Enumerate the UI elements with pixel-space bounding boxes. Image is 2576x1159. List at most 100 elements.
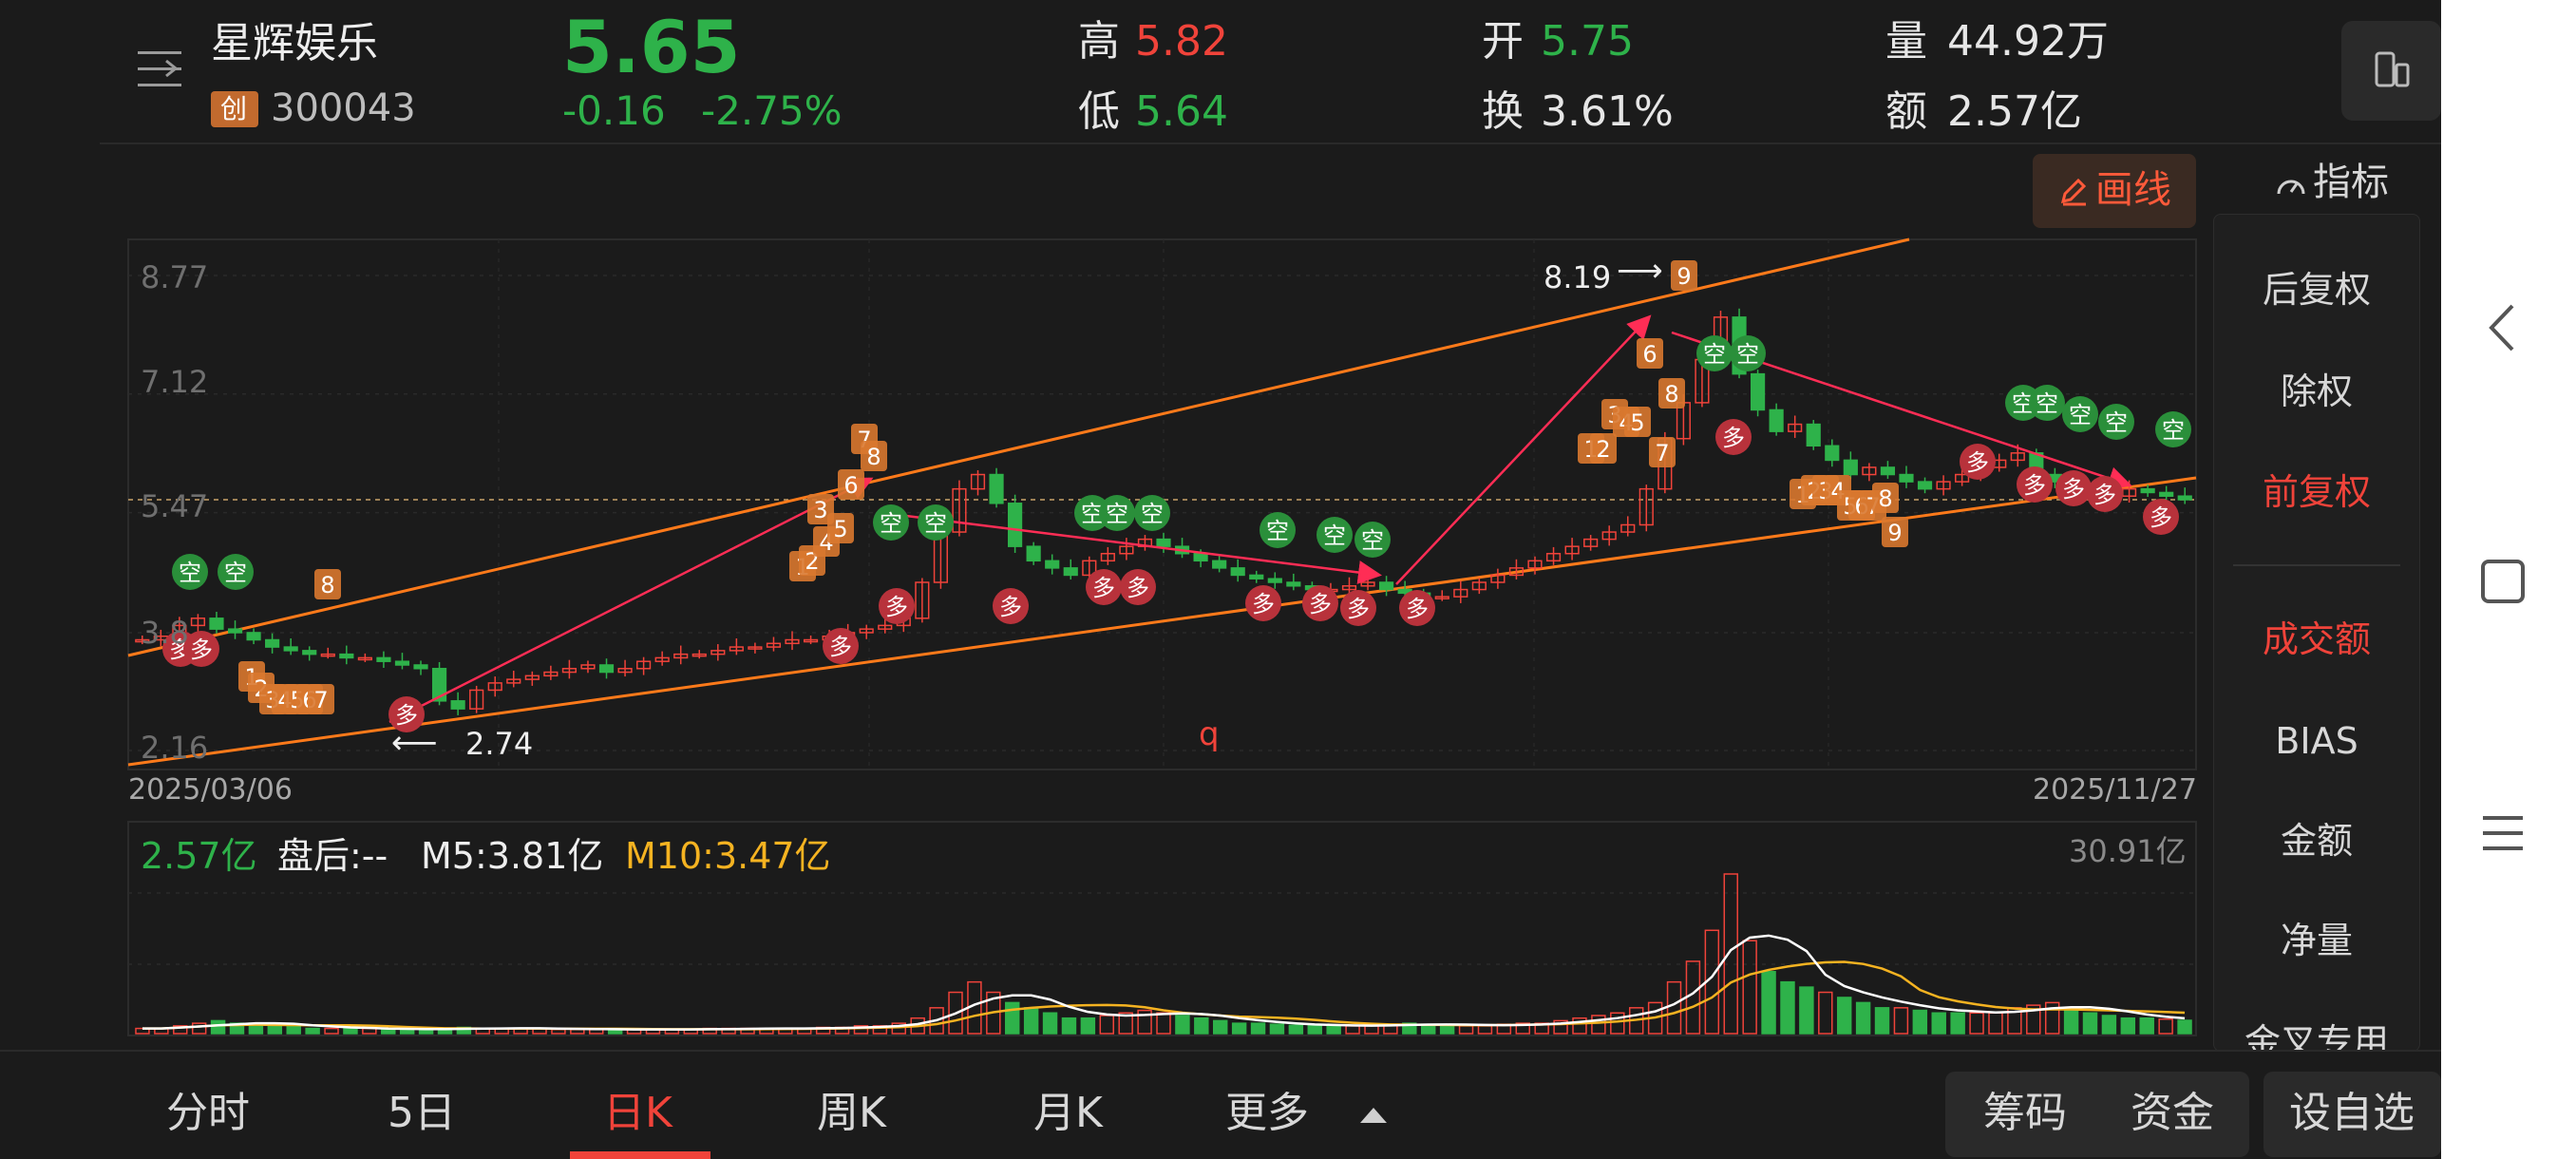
candle-body xyxy=(1936,481,1951,490)
low-value: 5.64 xyxy=(1135,87,1228,136)
bull-signal-label: 多 xyxy=(2150,504,2172,531)
price-change: -0.16 xyxy=(562,87,666,134)
candle-body xyxy=(1341,585,1357,591)
menu-icon[interactable] xyxy=(138,49,185,89)
trend-arrow xyxy=(1395,314,1652,585)
candle-body xyxy=(265,638,280,648)
volume-bar xyxy=(1231,1022,1247,1035)
gauge-icon xyxy=(2277,180,2305,195)
chevron-left-icon[interactable] xyxy=(2484,302,2522,353)
count-marker-label: 5 xyxy=(833,516,847,542)
volume-max-label: 30.91亿 xyxy=(2069,833,2187,869)
tab-more[interactable]: 更多 xyxy=(1225,1089,1309,1137)
volume-bar xyxy=(1761,971,1776,1035)
menu-lines-icon[interactable] xyxy=(2481,812,2525,854)
volume-bar xyxy=(1610,1012,1625,1035)
count-marker-label: 6 xyxy=(1642,341,1657,368)
trend-arrows xyxy=(388,314,2132,724)
volume-bar xyxy=(2082,1012,2098,1035)
volume-bar xyxy=(1780,980,1795,1035)
price-chart[interactable]: 多多多多多多多多多多多多多多多多多多空空空空空空空空空空空空空空空空空81234… xyxy=(0,0,2213,788)
tab-5day[interactable]: 5日 xyxy=(388,1089,456,1137)
turnover-value: 3.61% xyxy=(1541,87,1674,136)
bull-signal xyxy=(2055,470,2092,506)
bear-signal-label: 空 xyxy=(2162,417,2185,444)
sidebar-item-bias[interactable]: BIAS xyxy=(2275,720,2358,762)
count-marker xyxy=(308,684,334,714)
count-marker-label: 2 xyxy=(1596,436,1610,463)
funds-button[interactable]: 资金 xyxy=(2131,1089,2214,1137)
candle-body xyxy=(283,646,298,652)
tab-daily-k[interactable]: 日K xyxy=(603,1089,672,1137)
upper-channel-line xyxy=(127,238,1910,657)
sidebar-item-amount[interactable]: 金额 xyxy=(2280,820,2353,862)
current-price: 5.65 xyxy=(562,5,741,89)
sidebar-item-net-volume[interactable]: 净量 xyxy=(2280,920,2353,961)
sidebar-item-forward-adjust[interactable]: 前复权 xyxy=(2262,471,2371,513)
sidebar-item-back-adjust[interactable]: 后复权 xyxy=(2262,269,2371,311)
caret-up-icon[interactable] xyxy=(1358,1104,1389,1125)
candle-body xyxy=(357,656,372,661)
volume-bar xyxy=(1402,1022,1417,1035)
volume-bar xyxy=(2044,1001,2060,1035)
volume-chart-frame xyxy=(127,821,2197,1036)
count-marker-label: 8 xyxy=(1664,381,1678,408)
count-marker xyxy=(827,513,854,543)
bull-signal-label: 多 xyxy=(1966,449,1989,476)
tab-weekly-k[interactable]: 周K xyxy=(817,1089,886,1137)
candle-body xyxy=(654,656,670,662)
volume-bar xyxy=(1950,1012,1965,1035)
sidebar-item-golden-cross[interactable]: 金叉专用 xyxy=(2244,1021,2389,1052)
tab-monthly-k[interactable]: 月K xyxy=(1033,1089,1103,1137)
phone-landscape-icon-button[interactable] xyxy=(2341,21,2441,121)
bear-signal-label: 空 xyxy=(2036,390,2058,417)
volume-bar xyxy=(551,1028,566,1035)
sidebar-divider xyxy=(2233,564,2400,566)
volume-bar xyxy=(2026,1004,2041,1035)
bull-signal xyxy=(388,696,425,732)
candle-body xyxy=(970,473,986,490)
candle-body xyxy=(878,624,893,630)
indicator-sidebar: 后复权 除权 前复权 成交额 BIAS 金额 净量 金叉专用 xyxy=(2213,214,2420,1052)
bear-signal-label: 空 xyxy=(179,560,201,586)
volume-bar xyxy=(267,1025,283,1035)
indicator-button[interactable]: 指标 xyxy=(2275,160,2403,207)
volume-bar xyxy=(1061,1016,1077,1035)
bull-signal xyxy=(183,631,219,667)
bear-signal-label: 空 xyxy=(1736,341,1759,368)
candle-body xyxy=(636,660,652,670)
count-marker xyxy=(1637,338,1663,369)
volume-bar xyxy=(1969,1012,1984,1035)
candle-body xyxy=(1862,466,1877,476)
volume-bar xyxy=(1269,1023,1285,1035)
sidebar-item-ex-rights[interactable]: 除权 xyxy=(2280,370,2353,412)
candle-body xyxy=(1379,581,1394,591)
volume-bar xyxy=(1723,873,1738,1035)
draw-line-button[interactable]: 画线 xyxy=(2033,154,2196,228)
candle-body xyxy=(729,646,744,652)
bull-signal-label: 多 xyxy=(2093,482,2116,508)
tab-intraday[interactable]: 分时 xyxy=(166,1089,250,1137)
volume-bar xyxy=(1023,1007,1039,1035)
candle-body xyxy=(1545,552,1562,562)
square-icon[interactable] xyxy=(2479,558,2527,605)
volume-bar xyxy=(1855,1001,1871,1035)
volume-bar xyxy=(2139,1016,2154,1035)
draw-line-label: 画线 xyxy=(2095,168,2171,212)
volume-bar xyxy=(1137,1009,1152,1035)
amount-label: 额 xyxy=(1885,87,1927,136)
volume-bar xyxy=(1988,1012,2003,1035)
chips-button[interactable]: 筹码 xyxy=(1983,1089,2067,1137)
bull-signal xyxy=(1086,569,1122,605)
bear-signal xyxy=(218,554,254,590)
candle-body xyxy=(487,682,502,692)
count-marker xyxy=(1658,378,1685,408)
volume-bar xyxy=(1156,1012,1171,1035)
volume-chart[interactable] xyxy=(0,0,2213,1050)
bear-signal xyxy=(1696,335,1733,371)
volume-bar xyxy=(399,1028,415,1035)
sidebar-item-turnover-amount[interactable]: 成交额 xyxy=(2262,618,2371,660)
add-watchlist-button[interactable] xyxy=(2263,1072,2441,1157)
candle-body xyxy=(1750,372,1766,411)
volume-bar xyxy=(305,1027,320,1035)
